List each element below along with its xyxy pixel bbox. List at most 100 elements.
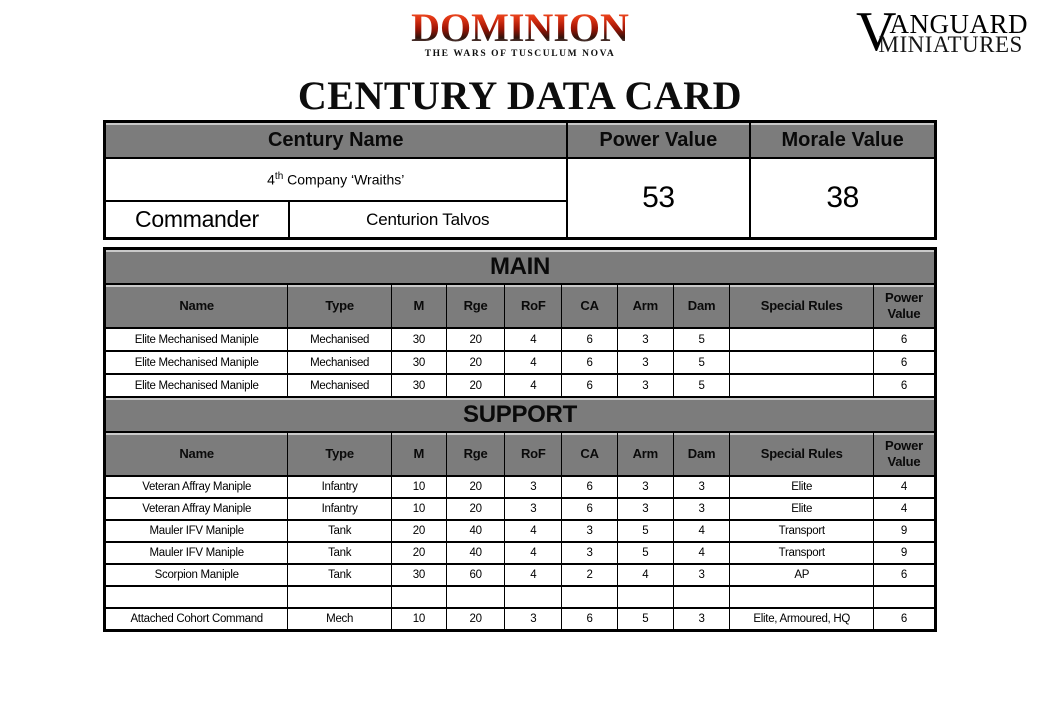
unit-cell-m: 20	[390, 541, 447, 565]
unit-cell-rof: 4	[504, 350, 563, 375]
unit-cell-special-rules	[729, 373, 874, 398]
unit-cell-arm: 3	[616, 373, 674, 398]
unit-cell-name: Elite Mechanised Maniple	[103, 327, 289, 352]
unit-table: MAIN Name Type M Rge RoF CA Arm Dam Special Rules…	[103, 247, 937, 632]
unit-cell-dam: 5	[672, 327, 731, 352]
vanguard-logo-initial: V	[856, 1, 897, 63]
unit-cell-arm: 3	[616, 497, 674, 521]
morale-value-header: Morale Value	[749, 120, 937, 159]
section-row-main: MAIN	[104, 247, 936, 285]
unit-cell-rge: 20	[445, 350, 506, 375]
unit-cell-rge	[445, 585, 506, 609]
page-title: CENTURY DATA CARD	[297, 73, 743, 118]
unit-cell-arm: 4	[616, 563, 674, 587]
col-header-power-value: Power Value	[872, 431, 937, 477]
unit-row: Elite Mechanised Maniple Mechanised 30 20 4 6…	[103, 327, 937, 352]
unit-cell-name: Attached Cohort Command	[103, 607, 289, 632]
unit-cell-name: Scorpion Maniple	[103, 563, 289, 587]
unit-cell-special-rules	[729, 327, 874, 352]
unit-cell-dam: 3	[672, 475, 731, 499]
section-row-support: SUPPORT	[104, 396, 936, 433]
col-header-arm: Arm	[616, 431, 674, 477]
col-header-dam: Dam	[672, 283, 731, 329]
century-name-header: Century Name	[103, 120, 568, 159]
col-header-ca: CA	[561, 283, 618, 329]
unit-cell-rge: 20	[445, 475, 506, 499]
unit-row: Veteran Affray Maniple Infantry 10 20 3 6 3 3 El…	[103, 497, 937, 521]
unit-cell-ca: 6	[561, 327, 618, 352]
unit-cell-type: Tank	[287, 519, 392, 543]
unit-row: Veteran Affray Maniple Infantry 10 20 3 6 3 3 El…	[103, 475, 937, 499]
power-value: 53	[565, 157, 752, 240]
col-header-power-value: Power Value	[872, 283, 937, 329]
unit-cell-arm: 3	[616, 475, 674, 499]
commander-label: Commander	[103, 200, 290, 240]
col-header-rge: Rge	[445, 431, 506, 477]
unit-cell-name: Elite Mechanised Maniple	[103, 350, 289, 375]
unit-cell-type: Mechanised	[287, 327, 392, 352]
unit-cell-rge: 60	[445, 563, 506, 587]
unit-cell-dam: 3	[672, 563, 731, 587]
morale-value: 38	[749, 157, 937, 240]
unit-row: Elite Mechanised Maniple Mechanised 30 20 4 6…	[103, 373, 937, 398]
column-header-row-main: Name Type M Rge RoF CA Arm Dam Special Rules Powe…	[103, 283, 937, 329]
col-header-rge: Rge	[445, 283, 506, 329]
unit-cell-special-rules	[729, 350, 874, 375]
unit-cell-special-rules: Transport	[729, 519, 874, 543]
unit-cell-ca: 6	[561, 373, 618, 398]
unit-cell-arm: 3	[616, 350, 674, 375]
unit-row: Elite Mechanised Maniple Mechanised 30 20 4 6…	[103, 350, 937, 375]
unit-cell-rge: 40	[445, 519, 506, 543]
unit-cell-rof: 3	[504, 497, 563, 521]
unit-cell-m: 10	[390, 497, 447, 521]
col-header-name: Name	[103, 431, 289, 477]
unit-cell-rof: 3	[504, 475, 563, 499]
power-value-header: Power Value	[565, 120, 752, 159]
century-name-value: 4th Company ‘Wraiths’	[103, 157, 568, 202]
unit-cell-rge: 40	[445, 541, 506, 565]
unit-cell-ca: 6	[561, 475, 618, 499]
unit-cell-ca: 6	[561, 497, 618, 521]
col-header-special-rules: Special Rules	[729, 283, 874, 329]
unit-cell-type: Tank	[287, 563, 392, 587]
unit-cell-arm: 3	[616, 327, 674, 352]
unit-cell-rge: 20	[445, 607, 506, 632]
unit-cell-dam: 3	[672, 497, 731, 521]
unit-cell-m: 30	[390, 327, 447, 352]
unit-cell-power-value	[872, 585, 937, 609]
unit-cell-ca	[561, 585, 618, 609]
unit-cell-rof: 3	[504, 607, 563, 632]
unit-cell-power-value: 6	[872, 327, 937, 352]
unit-cell-type: Mechanised	[287, 350, 392, 375]
unit-cell-type	[287, 585, 392, 609]
unit-cell-name: Veteran Affray Maniple	[103, 475, 289, 499]
unit-cell-dam: 3	[672, 607, 731, 632]
unit-cell-power-value: 6	[872, 350, 937, 375]
unit-cell-m: 20	[390, 519, 447, 543]
unit-cell-rof: 4	[504, 327, 563, 352]
col-header-rof: RoF	[504, 431, 563, 477]
unit-cell-special-rules: Elite	[729, 497, 874, 521]
unit-cell-type: Infantry	[287, 497, 392, 521]
unit-cell-m: 10	[390, 607, 447, 632]
unit-cell-special-rules: Elite, Armoured, HQ	[729, 607, 874, 632]
unit-cell-type: Infantry	[287, 475, 392, 499]
unit-row: Mauler IFV Maniple Tank 20 40 4 3 5 4 Transport 9	[103, 541, 937, 565]
col-header-special-rules: Special Rules	[729, 431, 874, 477]
unit-cell-rof	[504, 585, 563, 609]
col-header-ca: CA	[561, 431, 618, 477]
unit-row	[103, 585, 937, 609]
dominion-logo-tagline: THE WARS OF TUSCULUM NOVA	[424, 49, 616, 59]
unit-cell-power-value: 9	[872, 541, 937, 565]
unit-cell-rge: 20	[445, 373, 506, 398]
col-header-m: M	[390, 283, 447, 329]
unit-cell-dam: 5	[672, 350, 731, 375]
unit-cell-ca: 3	[561, 541, 618, 565]
unit-cell-arm	[616, 585, 674, 609]
vanguard-logo-miniatures: MINIATURES	[878, 32, 1023, 58]
col-header-type: Type	[287, 283, 392, 329]
unit-cell-power-value: 4	[872, 475, 937, 499]
unit-table-body: MAIN Name Type M Rge RoF CA Arm Dam Special Rules…	[103, 247, 937, 632]
unit-cell-power-value: 4	[872, 497, 937, 521]
